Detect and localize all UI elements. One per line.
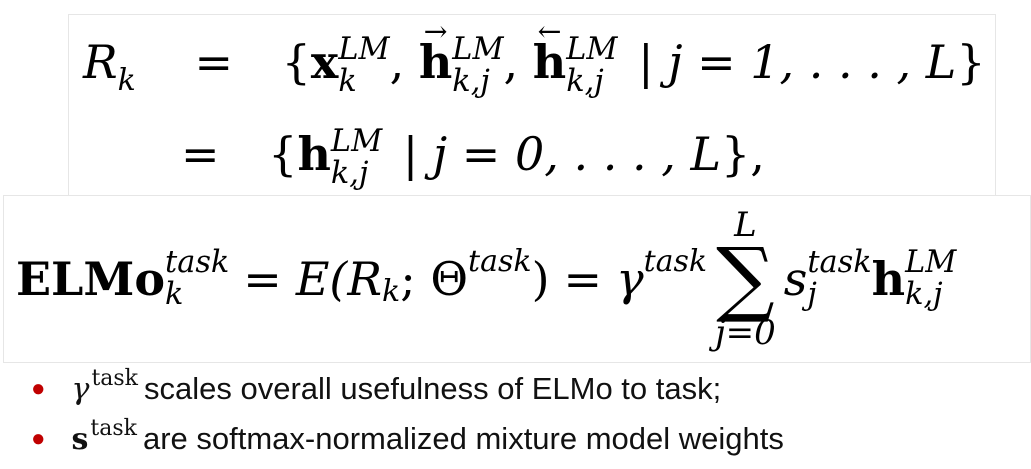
gamma-symbol: γ: [616, 252, 644, 306]
set1-condition: | j = 1, . . . , L: [638, 35, 957, 90]
h-symbol: h: [297, 127, 331, 182]
h-backward-symbol: ← h: [532, 14, 567, 90]
set2-condition: | j = 0, . . . , L: [402, 127, 721, 182]
bullet-dot-icon: ●: [31, 375, 46, 402]
rk-symbol: R: [83, 35, 118, 90]
rk-subscript: k: [117, 63, 136, 99]
bullet-s-text: are softmax-normalized mixture model wei…: [142, 421, 784, 456]
bullet-dot-icon: ●: [31, 425, 46, 452]
bullet-gamma-sup: task: [91, 366, 139, 391]
h-symbol-2: h: [871, 252, 906, 306]
rk-equation-line2: = {h LM k,j | j = 0, . . . , L},: [181, 124, 765, 191]
bullet-gamma: ● γ task scales overall usefulness of ELM…: [31, 366, 722, 411]
s-symbol: s: [783, 252, 808, 306]
bullet-s: ● s task are softmax-normalized mixture m…: [31, 416, 784, 461]
bullet-s-sup: task: [90, 416, 137, 441]
h-forward-symbol: → h: [418, 14, 453, 90]
set-open-brace: {: [281, 35, 311, 90]
set-close-brace: }: [956, 35, 986, 90]
x-symbol: x: [310, 35, 339, 90]
rk-equals-2: =: [181, 127, 220, 182]
rk-equals: =: [194, 35, 233, 90]
summation: L ∑ j=0: [715, 205, 776, 353]
E-function: E(R: [295, 252, 383, 306]
rk-equation-line1: Rk = {x LM k, → h LM k,j, ← h LM k,j | j = 1, . …: [83, 14, 986, 99]
bullet-gamma-symbol: γ: [71, 372, 90, 407]
bullet-s-symbol: s: [71, 422, 89, 457]
rk-equation-box: Rk = {x LM k, → h LM k,j, ← h LM k,j | j = 1, . …: [68, 14, 996, 202]
bullet-gamma-text: scales overall usefulness of ELMo to tas…: [144, 371, 722, 406]
elmo-symbol: ELMo: [16, 252, 166, 306]
